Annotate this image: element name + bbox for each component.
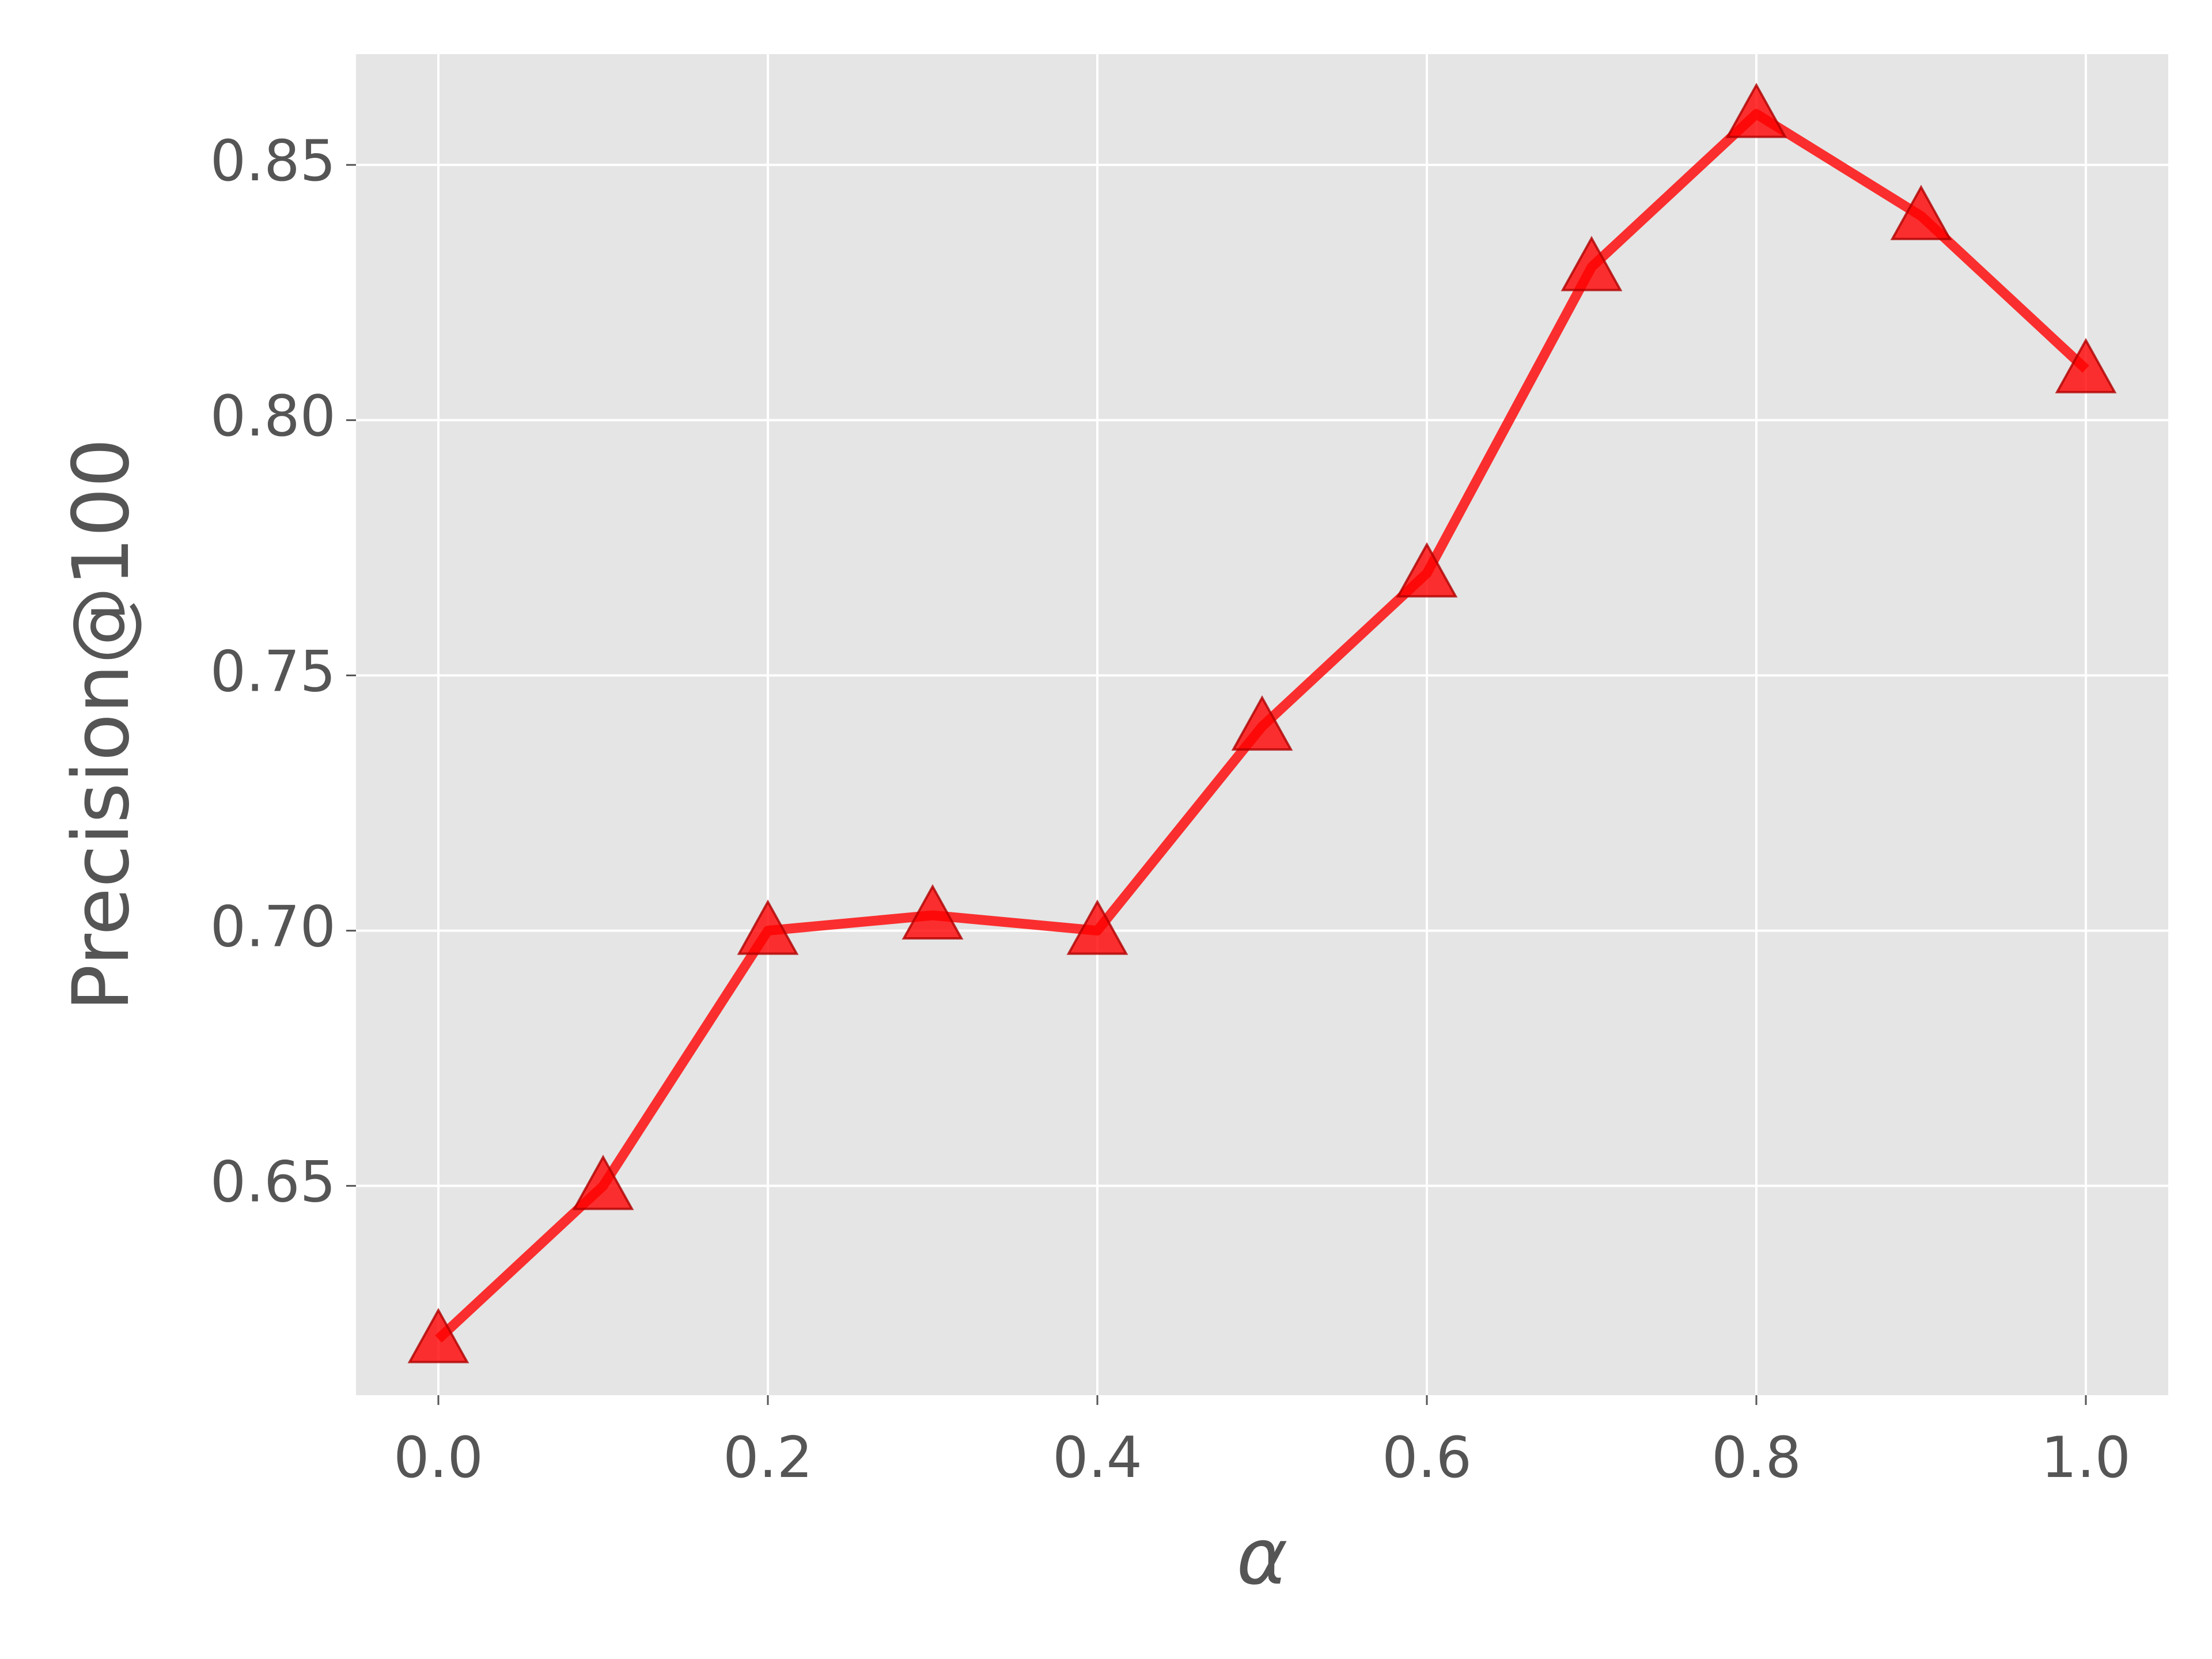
x-tick-label: 0.8	[1711, 1425, 1801, 1491]
x-axis-label: α	[1237, 1512, 1288, 1602]
marker	[737, 899, 799, 955]
x-tick-label: 1.0	[2041, 1425, 2131, 1491]
marker	[1396, 542, 1458, 598]
marker	[1231, 695, 1293, 751]
marker	[1066, 899, 1128, 955]
marker	[1725, 82, 1787, 138]
y-tick-label: 0.85	[210, 128, 336, 194]
marker	[1560, 236, 1623, 291]
x-tick-label: 0.6	[1382, 1425, 1472, 1491]
y-tick-label: 0.70	[210, 894, 336, 960]
y-tick-label: 0.80	[210, 384, 336, 449]
marker	[407, 1308, 469, 1363]
marker	[572, 1154, 634, 1210]
marker	[902, 884, 964, 940]
x-tick-label: 0.0	[393, 1425, 483, 1491]
x-tick-label: 0.2	[723, 1425, 813, 1491]
marker	[1890, 184, 1952, 240]
y-axis-label: Precision@100	[56, 438, 146, 1011]
y-tick-label: 0.75	[210, 639, 336, 704]
marker	[2055, 338, 2117, 393]
x-tick-label: 0.4	[1052, 1425, 1142, 1491]
y-tick-label: 0.65	[210, 1150, 336, 1215]
